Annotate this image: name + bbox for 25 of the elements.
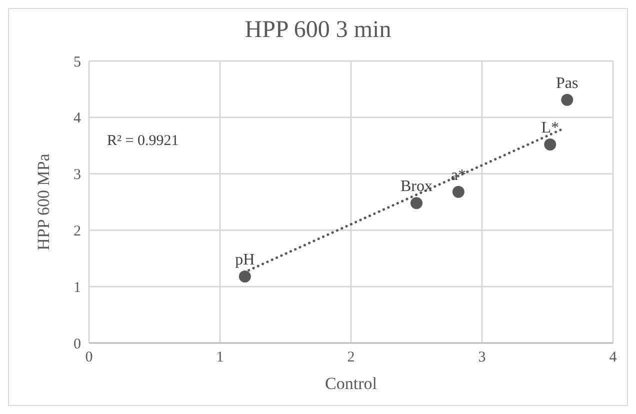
- x-tick-label: 3: [478, 350, 486, 366]
- x-tick-label: 2: [347, 350, 355, 366]
- x-axis-title: Control: [325, 374, 378, 393]
- chart-title: HPP 600 3 min: [244, 17, 392, 44]
- point: [238, 270, 251, 282]
- point: [561, 94, 574, 106]
- y-tick-label: 2: [74, 224, 81, 240]
- point: [410, 197, 422, 210]
- x-tick-label: 1: [216, 350, 224, 366]
- annotation: Brox: [400, 178, 432, 196]
- y-axis-title: HPP 600 MPa: [34, 153, 54, 250]
- annotation: a*: [450, 166, 466, 184]
- x-tick-label: 0: [85, 350, 93, 366]
- annotation: L*: [541, 119, 560, 136]
- point: [452, 186, 464, 198]
- y-tick-label: 0: [74, 336, 81, 352]
- y-tick-label: 5: [74, 54, 81, 70]
- point: [544, 138, 556, 150]
- annotation: R² = 0.9921: [107, 133, 179, 149]
- y-tick-label: 4: [74, 110, 82, 127]
- x-tick-label: 4: [609, 350, 618, 366]
- annotation: Pas: [556, 74, 578, 92]
- y-tick-label: 1: [74, 280, 81, 296]
- annotation: pH: [235, 251, 256, 268]
- y-tick-label: 3: [74, 167, 81, 184]
